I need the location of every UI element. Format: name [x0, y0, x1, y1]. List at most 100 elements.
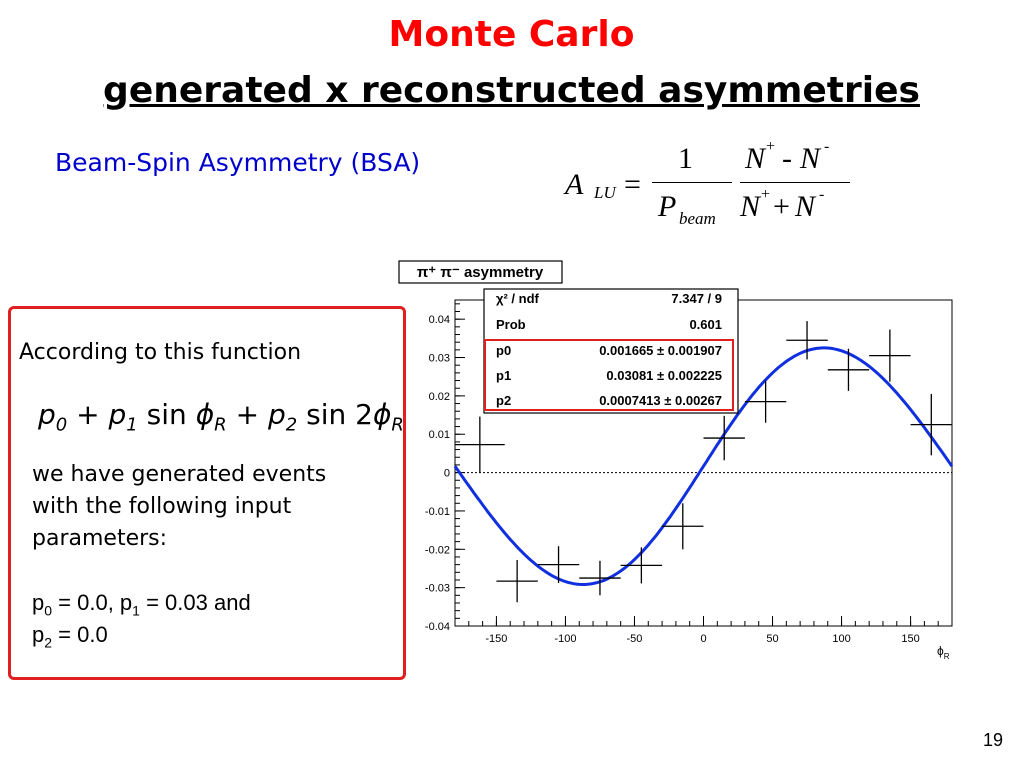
data-point [703, 415, 745, 461]
formula-P: P [658, 190, 677, 223]
fn-R2: R [391, 414, 404, 436]
num-minus-sup: - [824, 138, 830, 155]
params-sub1: 1 [132, 602, 140, 619]
stats-highlight [484, 339, 734, 411]
den-N1: N [740, 190, 761, 223]
fn-plus2: + [235, 398, 260, 431]
alu-formula: A LU = 1 P beam N + - N - N + + N - [560, 138, 860, 238]
formula-equals: = [624, 168, 641, 201]
data-point [786, 321, 828, 360]
text-line-3: parameters: [32, 526, 168, 551]
den-plus-sup: + [761, 186, 771, 203]
y-tick-label: -0.04 [425, 621, 450, 633]
fn-p2: p [267, 398, 286, 431]
stats-row-value: 0.001665 ± 0.001907 [599, 343, 722, 358]
stats-box-frame [483, 288, 739, 414]
x-tick-label: 50 [766, 633, 778, 645]
stats-row-label: p1 [496, 368, 511, 383]
y-tick-label: -0.02 [425, 544, 450, 556]
intro-text: According to this function [19, 340, 302, 365]
stats-row-value: 0.601 [689, 317, 722, 332]
fn-sin1: sin [146, 398, 187, 431]
den-N2: N [795, 190, 816, 223]
params-p0: p [32, 590, 45, 615]
data-point [744, 380, 787, 423]
stats-row-value: 7.347 / 9 [671, 291, 722, 306]
den-plus: + [773, 190, 790, 223]
data-point [910, 393, 952, 456]
data-point [496, 560, 538, 603]
data-point [537, 546, 580, 584]
params-mid: = 0.0, p [52, 590, 133, 615]
x-tick-label: 0 [700, 633, 706, 645]
data-point [662, 503, 704, 550]
x-axis-label-phi: ϕ [937, 644, 944, 658]
params-end: = 0.03 and [139, 590, 251, 615]
y-tick-label: 0.01 [429, 429, 450, 441]
data-point [455, 416, 505, 473]
params2-p: p [32, 622, 45, 647]
fn-plus1: + [76, 398, 100, 431]
params2-sub: 2 [44, 634, 53, 651]
y-tick-label: -0.03 [425, 583, 450, 595]
params-sub0: 0 [44, 602, 53, 619]
x-tick-label: -100 [554, 633, 576, 645]
stats-row-label: p2 [496, 393, 511, 408]
den-minus-sup: - [819, 186, 825, 203]
page-number: 19 [982, 730, 1003, 750]
formula-one: 1 [678, 142, 693, 175]
fn-phi2: ϕ [372, 398, 392, 431]
params2-end: = 0.0 [52, 622, 108, 647]
slide-subtitle: generated x reconstructed asymmetries [103, 70, 920, 111]
data-point [579, 560, 621, 596]
formula-A: A [565, 168, 584, 201]
fn-R1: R [214, 414, 227, 436]
fn-sub2: 2 [285, 414, 298, 436]
stats-row-value: 0.03081 ± 0.002225 [606, 368, 722, 383]
fn-p0: p [38, 398, 56, 431]
params-line-1: p0 = 0.0, p1 = 0.03 and [32, 590, 251, 618]
stats-row-label: Prob [496, 317, 526, 332]
fraction-bar-2 [740, 182, 850, 183]
x-axis-label: ϕR [937, 644, 950, 661]
stats-row-label: p0 [496, 343, 511, 358]
text-line-2: with the following input [32, 494, 292, 519]
data-point [827, 348, 870, 391]
x-tick-label: 150 [901, 633, 919, 645]
fit-stats-box: χ² / ndf 7.347 / 9 Prob 0.601 p0 0.001665 ± 0… [483, 288, 739, 414]
x-tick-label: -50 [627, 633, 643, 645]
x-axis-label-R: R [944, 652, 950, 661]
chart-title-box [398, 260, 563, 284]
bsa-label: Beam-Spin Asymmetry (BSA) [55, 148, 421, 177]
num-plus-sup: + [766, 138, 776, 155]
fraction-bar-1 [652, 182, 732, 183]
fn-sub0: 0 [55, 414, 68, 436]
fn-p1: p [108, 398, 127, 431]
stats-row-label: χ² / ndf [496, 291, 540, 306]
num-N2: N [800, 142, 821, 175]
fn-phi1: ϕ [195, 398, 215, 431]
y-tick-label: -0.01 [425, 506, 450, 518]
params-line-2: p2 = 0.0 [32, 622, 108, 650]
y-tick-label: 0 [444, 468, 450, 480]
fn-sub1: 1 [126, 414, 138, 436]
num-N1: N [745, 142, 766, 175]
x-tick-label: 100 [832, 633, 850, 645]
fit-curve [453, 346, 954, 586]
data-point [620, 547, 663, 584]
num-minus: - [782, 142, 792, 175]
x-tick-label: -150 [485, 633, 507, 645]
y-tick-label: 0.02 [429, 391, 450, 403]
y-tick-label: 0.04 [429, 314, 450, 326]
text-line-1: we have generated events [32, 462, 327, 487]
stats-row-value: 0.0007413 ± 0.00267 [599, 393, 722, 408]
chart-title: π⁺ π⁻ asymmetry [417, 264, 544, 281]
fn-sin2: sin 2 [306, 398, 373, 431]
explanation-panel [8, 306, 406, 680]
slide-title: Monte Carlo [388, 14, 635, 55]
formula-LU: LU [594, 183, 616, 202]
y-tick-label: 0.03 [429, 353, 450, 365]
fit-function: p0 + p1 sin ϕR + p2 sin 2ϕR [38, 398, 404, 436]
formula-beam: beam [679, 209, 716, 228]
